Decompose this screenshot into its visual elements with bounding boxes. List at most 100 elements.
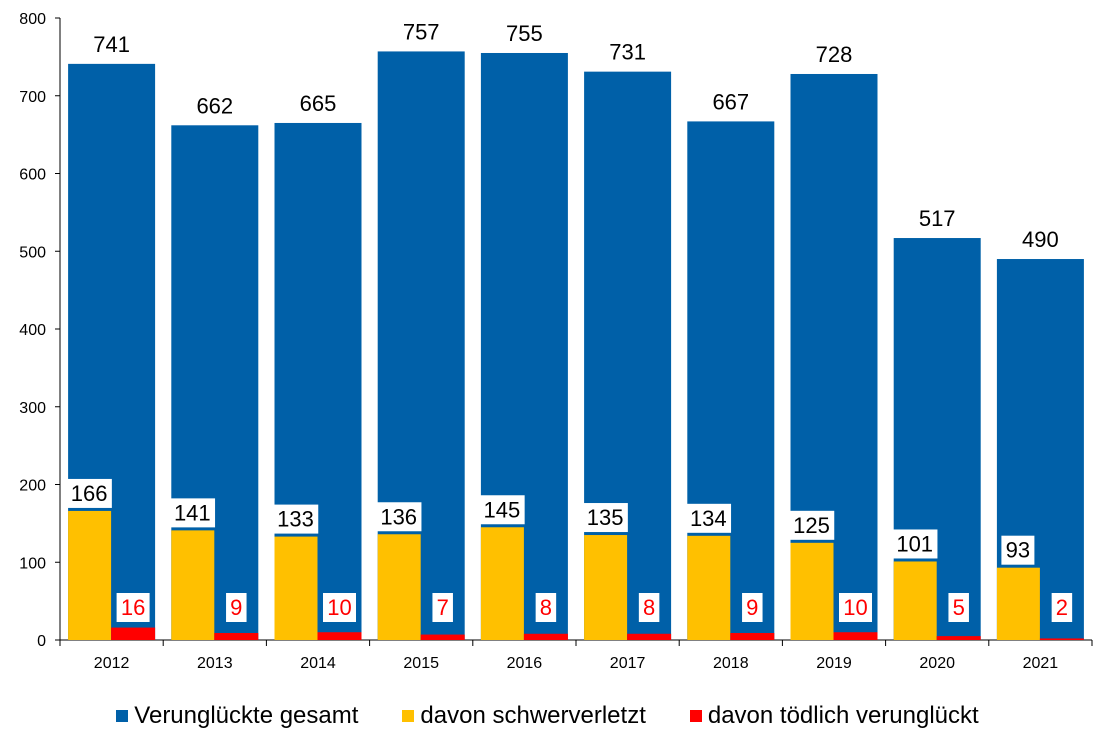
data-label-total: 517 (919, 206, 956, 231)
data-label-box-fatal (226, 593, 247, 622)
data-label-box-severe (375, 502, 422, 532)
data-label-box-severe (1001, 535, 1035, 565)
data-label-severe: 136 (380, 504, 417, 529)
data-label-total: 757 (403, 19, 440, 44)
bar-severe (377, 534, 421, 640)
bar-fatal (833, 632, 878, 640)
data-label-severe: 141 (174, 500, 211, 525)
bar-fatal (111, 627, 156, 640)
bar-fatal (936, 636, 981, 640)
x-tick-label: 2017 (610, 655, 646, 672)
data-label-fatal: 9 (230, 595, 242, 620)
data-label-box-severe (788, 510, 835, 540)
x-tick-label: 2020 (919, 655, 955, 672)
bar-severe (996, 567, 1040, 640)
data-label-fatal: 7 (437, 595, 449, 620)
data-label-box-severe (891, 529, 938, 559)
x-tick-label: 2016 (507, 655, 543, 672)
legend-item-severe: davon schwerverletzt (402, 702, 646, 730)
y-tick-label: 700 (19, 89, 46, 106)
data-label-fatal: 2 (1056, 595, 1068, 620)
y-tick-label: 100 (19, 555, 46, 572)
data-label-box-fatal (535, 593, 557, 622)
plot-area: 0 100 200 300 400 500 600 700 800 741 166 16 2012 662… (19, 11, 1093, 672)
data-label-fatal: 8 (540, 595, 552, 620)
legend-label-fatal: davon tödlich verunglückt (707, 702, 979, 729)
bar-severe (480, 527, 524, 640)
legend-label-total: Verunglückte gesamt (134, 702, 359, 729)
bar-severe (171, 530, 215, 640)
x-tick-label: 2018 (713, 655, 749, 672)
data-label-fatal: 9 (746, 595, 758, 620)
bar-fatal (420, 634, 465, 640)
data-label-fatal: 16 (121, 595, 145, 620)
data-label-box-fatal (839, 593, 872, 622)
data-label-total: 741 (93, 32, 130, 57)
data-label-total: 662 (196, 93, 233, 118)
bar-fatal (1039, 638, 1084, 640)
x-tick-label: 2014 (300, 655, 336, 672)
legend-swatch-fatal (689, 710, 702, 722)
data-label-box-severe (582, 503, 628, 533)
data-label-total: 667 (712, 89, 749, 114)
data-label-total: 731 (609, 40, 646, 65)
data-label-fatal: 10 (327, 595, 351, 620)
data-label-box-severe (169, 498, 216, 528)
data-label-fatal: 5 (953, 595, 965, 620)
legend: Verunglückte gesamt davon schwerverletzt… (0, 702, 1095, 730)
y-tick-label: 200 (19, 478, 46, 495)
legend-label-severe: davon schwerverletzt (420, 702, 646, 729)
data-label-box-fatal (432, 593, 453, 622)
y-tick-label: 0 (37, 633, 46, 650)
legend-item-fatal: davon tödlich verunglückt (689, 702, 979, 730)
bar-severe (274, 536, 318, 640)
legend-swatch-severe (402, 710, 415, 722)
bar-severe (687, 535, 731, 640)
legend-item-total: Verunglückte gesamt (116, 702, 358, 730)
data-label-total: 728 (816, 42, 853, 67)
x-tick-label: 2015 (403, 655, 439, 672)
bar-fatal (317, 632, 362, 640)
data-label-box-fatal (116, 593, 150, 622)
bar-severe (68, 510, 112, 640)
data-label-severe: 125 (793, 513, 830, 538)
data-label-fatal: 8 (643, 595, 655, 620)
bar-fatal (523, 633, 568, 640)
data-label-total: 665 (300, 91, 337, 116)
bar-severe (790, 542, 834, 640)
bar-severe (893, 561, 937, 640)
data-label-box-fatal (323, 593, 356, 622)
x-tick-label: 2021 (1023, 655, 1059, 672)
data-label-box-severe (66, 478, 112, 508)
data-label-severe: 101 (896, 531, 933, 556)
y-tick-label: 300 (19, 400, 46, 417)
y-tick-label: 400 (19, 322, 46, 339)
data-label-box-severe (685, 503, 732, 533)
data-label-severe: 93 (1006, 538, 1030, 563)
data-label-severe: 134 (690, 506, 727, 531)
y-tick-label: 800 (19, 11, 46, 28)
data-label-box-severe (479, 495, 525, 525)
data-label-box-fatal (638, 593, 660, 622)
data-label-severe: 133 (277, 507, 314, 532)
data-label-total: 490 (1022, 227, 1059, 252)
data-label-total: 755 (506, 21, 543, 46)
data-label-severe: 145 (484, 497, 521, 522)
data-label-severe: 135 (587, 505, 624, 530)
bar-fatal (627, 633, 672, 640)
data-label-box-fatal (1051, 593, 1073, 622)
data-label-box-fatal (742, 593, 763, 622)
bar-fatal (730, 633, 775, 640)
bar-severe (584, 535, 628, 640)
y-tick-label: 500 (19, 244, 46, 261)
x-tick-label: 2012 (94, 655, 130, 672)
data-label-box-fatal (948, 593, 969, 622)
x-tick-label: 2013 (197, 655, 233, 672)
bar-fatal (214, 633, 259, 640)
x-tick-label: 2019 (816, 655, 852, 672)
data-label-box-severe (272, 504, 319, 534)
data-label-severe: 166 (71, 481, 108, 506)
y-tick-label: 600 (19, 167, 46, 184)
data-label-fatal: 10 (843, 595, 867, 620)
